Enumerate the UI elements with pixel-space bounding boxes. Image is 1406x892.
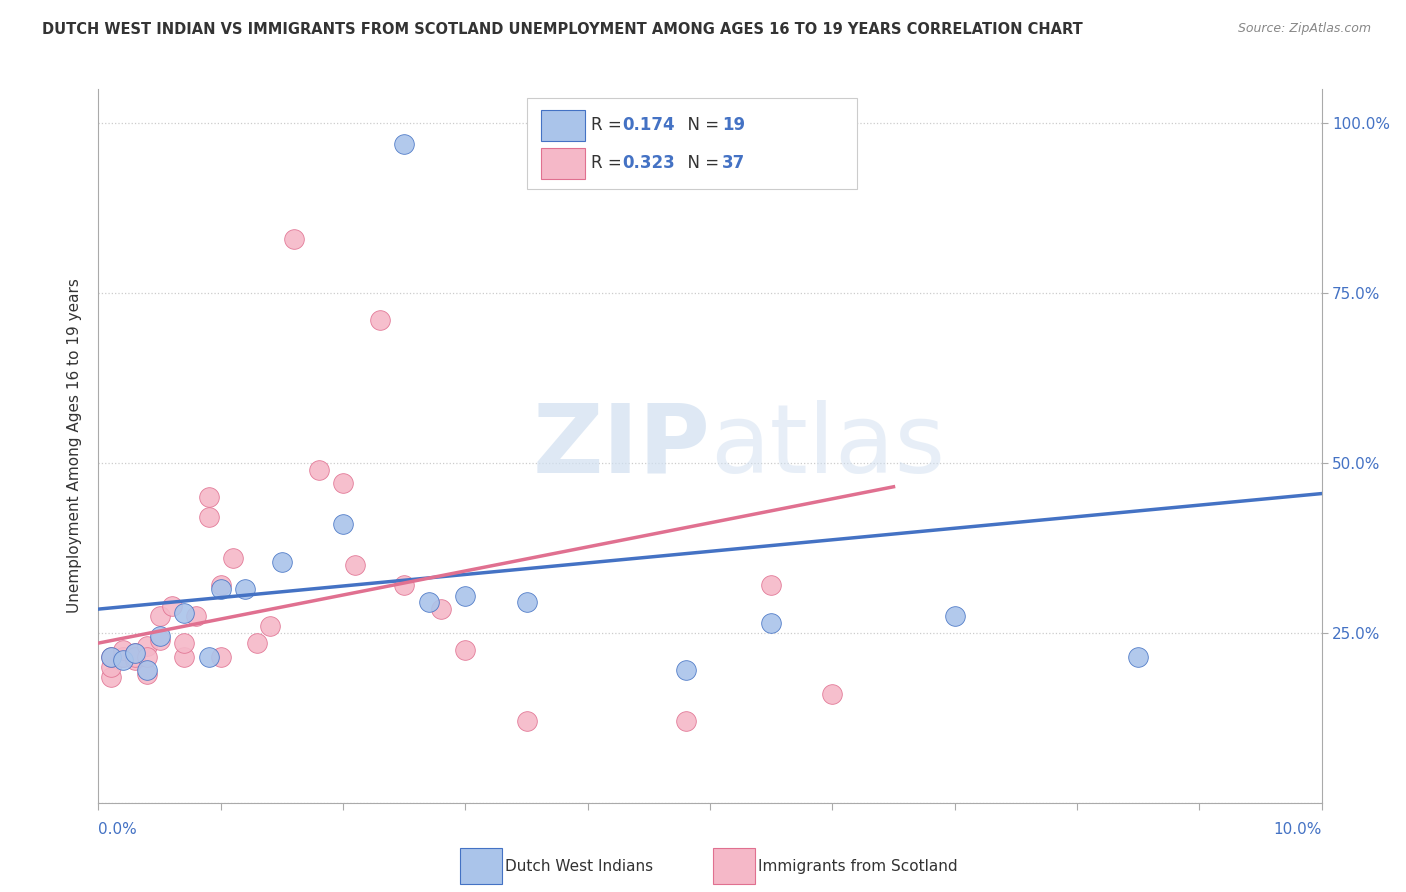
Text: Immigrants from Scotland: Immigrants from Scotland	[758, 859, 957, 873]
Point	[943, 608, 966, 623]
Point	[124, 653, 146, 667]
Text: atlas: atlas	[710, 400, 945, 492]
Point	[516, 595, 538, 609]
Point	[197, 490, 219, 504]
Text: 0.323: 0.323	[621, 153, 675, 171]
Point	[173, 636, 195, 650]
Point	[100, 649, 122, 664]
FancyBboxPatch shape	[541, 110, 585, 141]
Point	[100, 670, 122, 684]
Text: 37: 37	[723, 153, 745, 171]
Point	[173, 649, 195, 664]
Text: Dutch West Indians: Dutch West Indians	[505, 859, 652, 873]
Point	[332, 517, 354, 532]
Text: Source: ZipAtlas.com: Source: ZipAtlas.com	[1237, 22, 1371, 36]
Point	[759, 578, 782, 592]
Point	[454, 643, 477, 657]
Point	[368, 313, 391, 327]
Point	[454, 589, 477, 603]
Point	[418, 595, 440, 609]
Point	[149, 608, 172, 623]
Point	[149, 632, 172, 647]
FancyBboxPatch shape	[541, 148, 585, 179]
Point	[344, 558, 367, 572]
Point	[392, 578, 416, 592]
Point	[111, 653, 134, 667]
Point	[821, 687, 844, 701]
Point	[233, 582, 256, 596]
Point	[100, 660, 122, 674]
Point	[173, 606, 195, 620]
Point	[136, 640, 159, 654]
Point	[186, 608, 208, 623]
Point	[392, 136, 416, 151]
Point	[332, 476, 354, 491]
Point	[111, 649, 134, 664]
Point	[124, 646, 146, 660]
Point	[209, 578, 232, 592]
Point	[259, 619, 281, 633]
Point	[283, 232, 305, 246]
Point	[136, 663, 159, 677]
Point	[675, 663, 697, 677]
Text: N =: N =	[678, 153, 724, 171]
Point	[197, 649, 219, 664]
Point	[209, 649, 232, 664]
Point	[160, 599, 183, 613]
Point	[136, 666, 159, 681]
Point	[222, 551, 245, 566]
Text: R =: R =	[592, 116, 627, 134]
Text: ZIP: ZIP	[531, 400, 710, 492]
Point	[430, 602, 453, 616]
Point	[209, 582, 232, 596]
Text: R =: R =	[592, 153, 627, 171]
Point	[308, 463, 330, 477]
Point	[149, 629, 172, 643]
Point	[516, 714, 538, 729]
Point	[111, 643, 134, 657]
Point	[136, 649, 159, 664]
Y-axis label: Unemployment Among Ages 16 to 19 years: Unemployment Among Ages 16 to 19 years	[67, 278, 83, 614]
Point	[1128, 649, 1150, 664]
Text: 0.0%: 0.0%	[98, 822, 138, 837]
Text: 19: 19	[723, 116, 745, 134]
Point	[111, 649, 134, 664]
Point	[197, 510, 219, 524]
Point	[759, 615, 782, 630]
Point	[246, 636, 269, 650]
Text: 10.0%: 10.0%	[1274, 822, 1322, 837]
Point	[270, 555, 292, 569]
Point	[124, 649, 146, 664]
Point	[100, 649, 122, 664]
Point	[124, 646, 146, 660]
Text: 0.174: 0.174	[621, 116, 675, 134]
FancyBboxPatch shape	[526, 98, 856, 189]
Text: N =: N =	[678, 116, 724, 134]
Point	[675, 714, 697, 729]
Text: DUTCH WEST INDIAN VS IMMIGRANTS FROM SCOTLAND UNEMPLOYMENT AMONG AGES 16 TO 19 Y: DUTCH WEST INDIAN VS IMMIGRANTS FROM SCO…	[42, 22, 1083, 37]
